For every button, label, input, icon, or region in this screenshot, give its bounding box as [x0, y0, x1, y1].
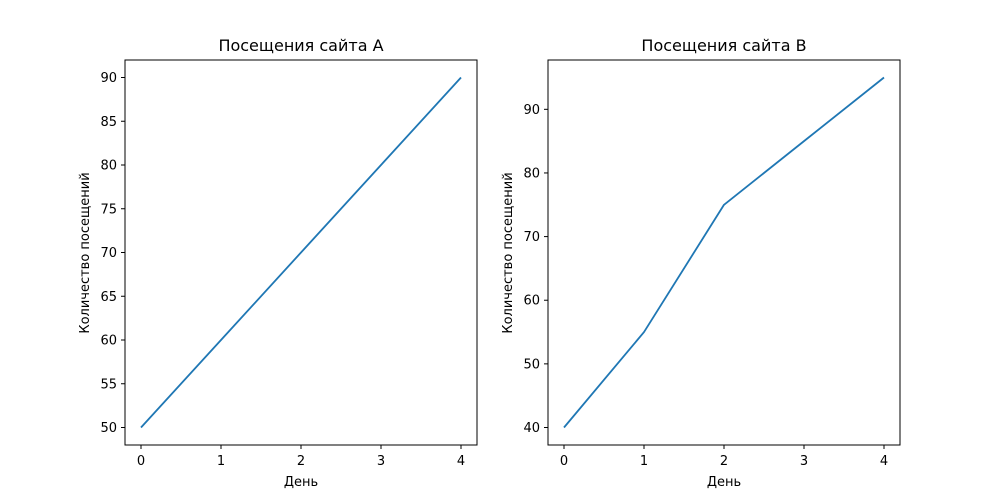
- x-tick-label: 2: [720, 454, 728, 469]
- y-tick-label: 50: [100, 421, 117, 436]
- x-axis-label: День: [284, 475, 318, 490]
- y-tick-label: 60: [100, 334, 117, 349]
- series-line: [563, 76, 885, 429]
- y-tick-label: 85: [100, 115, 117, 130]
- x-tick-label: 1: [217, 454, 225, 469]
- y-axis-label: Количество посещений: [501, 172, 516, 333]
- y-tick-label: 55: [100, 377, 117, 392]
- chart-site-a: Посещения сайта A День Количество посеще…: [78, 36, 478, 490]
- y-tick-label: 40: [523, 421, 540, 436]
- y-tick-label: 70: [100, 246, 117, 261]
- x-tick-label: 4: [880, 454, 888, 469]
- y-axis-label: Количество посещений: [78, 172, 93, 333]
- y-tick-label: 75: [100, 202, 117, 217]
- y-tick-label: 50: [523, 357, 540, 372]
- x-tick-label: 3: [800, 454, 808, 469]
- y-tick-label: 80: [100, 159, 117, 174]
- series-line: [140, 76, 462, 429]
- x-axis-label: День: [707, 475, 741, 490]
- y-tick-label: 80: [523, 166, 540, 181]
- chart-site-b: Посещения сайта B День Количество посеще…: [501, 36, 901, 490]
- x-tick-label: 0: [560, 454, 568, 469]
- y-tick-label: 90: [523, 103, 540, 118]
- x-tick-label: 0: [137, 454, 145, 469]
- x-tick-label: 4: [457, 454, 465, 469]
- y-tick-label: 90: [100, 71, 117, 86]
- y-tick-label: 65: [100, 290, 117, 305]
- y-tick-label: 60: [523, 294, 540, 309]
- x-tick-label: 2: [297, 454, 305, 469]
- chart-title: Посещения сайта B: [641, 36, 806, 55]
- plot-area-frame: [547, 59, 901, 446]
- chart-title: Посещения сайта A: [218, 36, 383, 55]
- x-tick-label: 1: [640, 454, 648, 469]
- y-tick-label: 70: [523, 230, 540, 245]
- x-tick-label: 3: [377, 454, 385, 469]
